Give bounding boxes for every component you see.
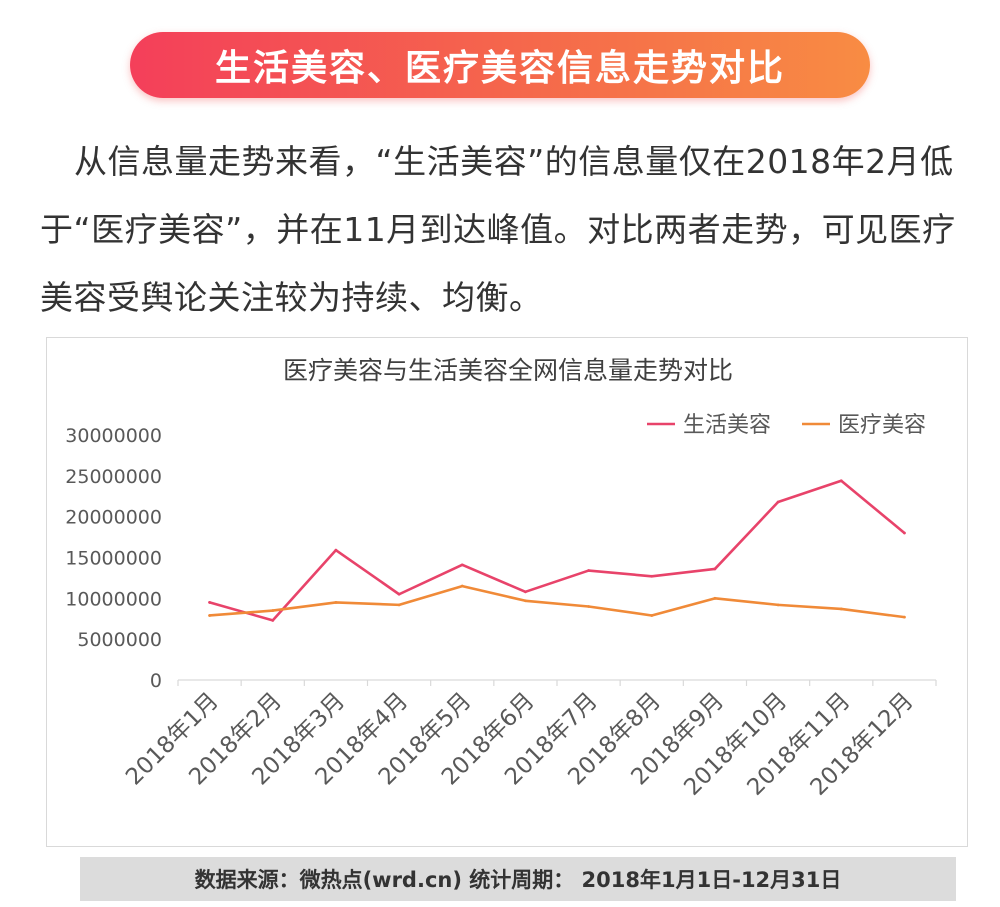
series-lines xyxy=(208,479,906,622)
x-axis: 2018年1月2018年2月2018年3月2018年4月2018年5月2018年… xyxy=(121,679,937,801)
y-tick-label: 5000000 xyxy=(77,629,162,651)
data-point xyxy=(903,531,906,535)
data-point xyxy=(208,601,211,604)
data-point xyxy=(524,599,527,603)
data-point xyxy=(460,563,464,567)
data-point xyxy=(271,618,275,622)
y-tick-label: 15000000 xyxy=(65,548,162,570)
data-point xyxy=(650,574,654,578)
data-point xyxy=(839,607,843,611)
series-line-life-beauty xyxy=(208,479,906,622)
series-line-medical-beauty xyxy=(208,584,906,619)
legend-label: 生活美容 xyxy=(683,413,771,438)
chart-container: 医疗美容与生活美容全网信息量走势对比 生活美容 医疗美容 0 5000000 1000… xyxy=(46,337,968,847)
data-point xyxy=(524,590,527,594)
data-point xyxy=(650,614,654,617)
source-text: 数据来源：微热点(wrd.cn) 统计周期： 2018年1月1日-12月31日 xyxy=(194,868,842,892)
chart-title: 医疗美容与生活美容全网信息量走势对比 xyxy=(283,356,733,385)
data-point xyxy=(271,609,275,612)
chart-legend: 生活美容 医疗美容 xyxy=(647,413,926,438)
y-tick-label: 30000000 xyxy=(65,425,162,447)
data-point xyxy=(839,479,843,483)
data-point xyxy=(587,605,590,608)
source-footer: 数据来源：微热点(wrd.cn) 统计周期： 2018年1月1日-12月31日 xyxy=(80,857,956,901)
data-point xyxy=(776,603,780,607)
data-point xyxy=(208,614,211,617)
legend-label: 医疗美容 xyxy=(838,413,926,438)
data-point xyxy=(587,569,590,572)
y-tick-label: 0 xyxy=(150,670,162,692)
y-tick-label: 10000000 xyxy=(65,588,162,610)
y-tick-label: 25000000 xyxy=(65,466,162,488)
data-point xyxy=(460,584,464,588)
page-title: 生活美容、医疗美容信息走势对比 xyxy=(214,48,785,89)
data-point xyxy=(397,603,401,607)
data-point xyxy=(776,500,780,504)
data-point xyxy=(334,548,338,552)
title-banner: 生活美容、医疗美容信息走势对比 xyxy=(130,32,870,98)
y-axis: 0 5000000 10000000 15000000 20000000 25000000… xyxy=(65,425,162,692)
intro-paragraph: 从信息量走势来看，“生活美容”的信息量仅在2018年2月低于“医疗美容”，并在1… xyxy=(40,142,956,317)
data-point xyxy=(397,592,401,596)
data-point xyxy=(713,596,717,600)
data-point xyxy=(903,615,906,619)
y-tick-label: 20000000 xyxy=(65,507,162,529)
line-chart: 医疗美容与生活美容全网信息量走势对比 生活美容 医疗美容 0 5000000 1000… xyxy=(65,356,937,801)
data-point xyxy=(334,601,338,604)
data-point xyxy=(713,567,717,571)
